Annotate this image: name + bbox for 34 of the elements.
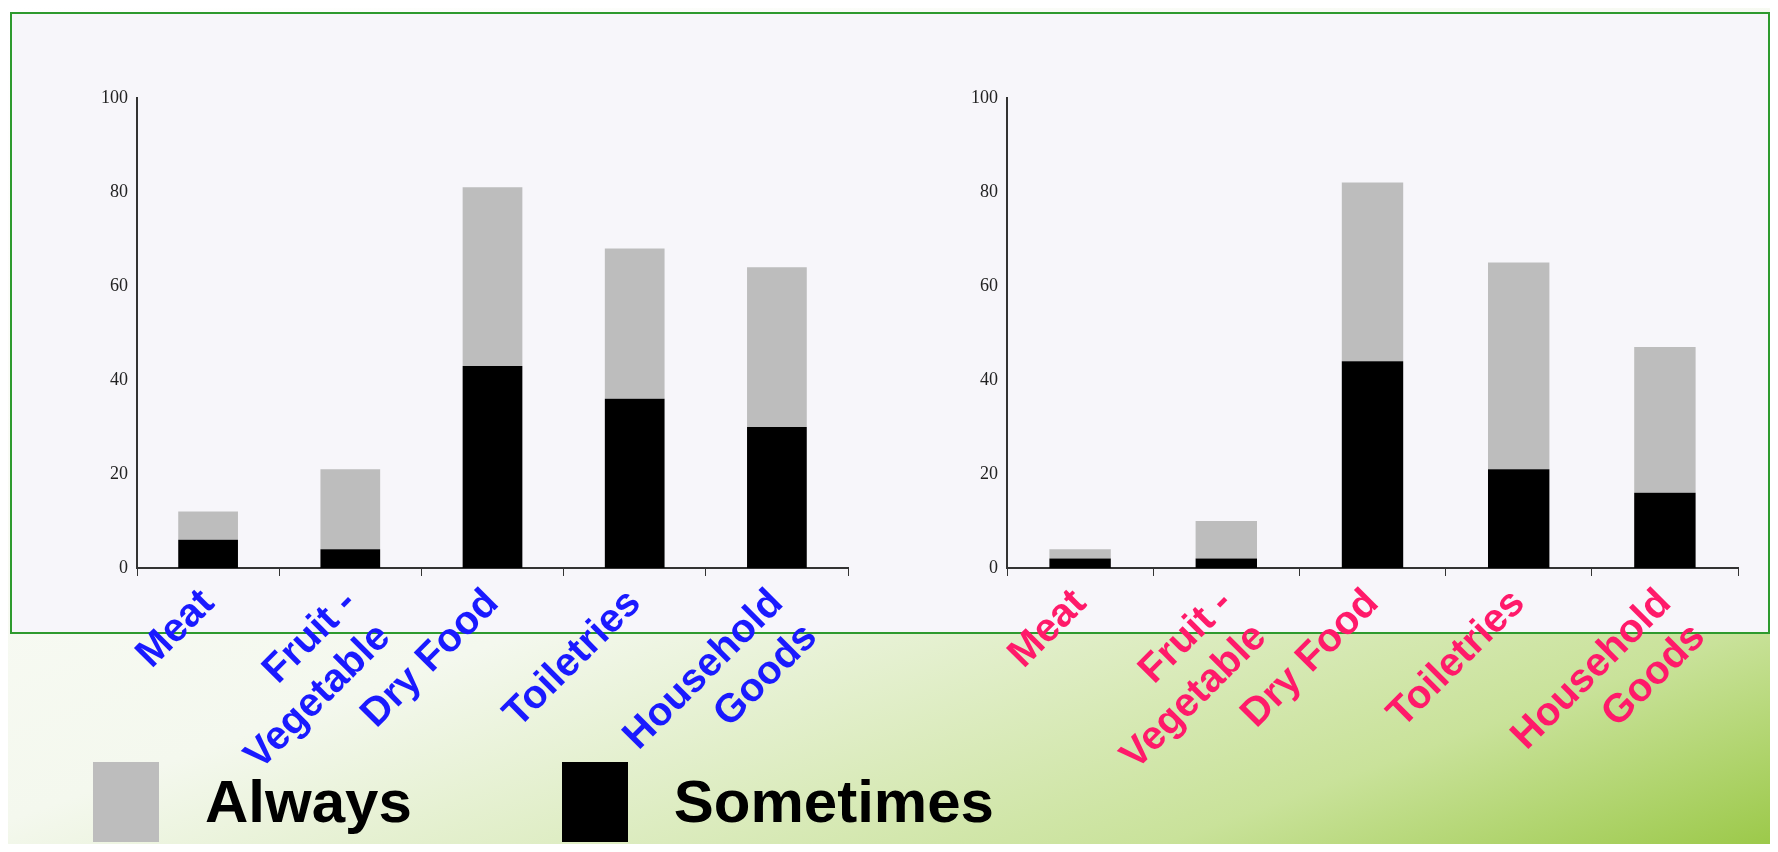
bar xyxy=(178,539,238,568)
bar xyxy=(1634,347,1696,493)
bar xyxy=(1634,492,1696,568)
bar xyxy=(1195,558,1257,568)
y-tick-label: 80 xyxy=(110,180,128,201)
bar xyxy=(462,365,523,568)
bar xyxy=(747,426,807,568)
y-tick-label: 80 xyxy=(980,180,998,201)
y-tick-label: 0 xyxy=(119,556,128,577)
bar xyxy=(1195,520,1257,559)
bar xyxy=(1049,558,1111,568)
bar xyxy=(604,248,665,399)
y-tick-label: 40 xyxy=(980,368,998,389)
bar xyxy=(1049,549,1111,559)
bar xyxy=(604,398,665,568)
y-tick-label: 60 xyxy=(980,274,998,295)
bar xyxy=(747,267,807,427)
bar xyxy=(1341,182,1404,362)
y-tick-label: 60 xyxy=(110,274,128,295)
legend-label: Sometimes xyxy=(673,767,994,837)
y-tick-label: 0 xyxy=(989,556,998,577)
bar xyxy=(1488,262,1550,470)
bar xyxy=(1341,361,1404,568)
bar xyxy=(320,549,381,568)
bar xyxy=(462,187,523,366)
bar xyxy=(1488,469,1550,568)
y-tick-label: 100 xyxy=(971,86,998,107)
y-tick-label: 20 xyxy=(110,462,128,483)
legend-label: Always xyxy=(205,767,412,837)
bar xyxy=(178,511,238,540)
y-tick-label: 100 xyxy=(101,86,128,107)
y-tick-label: 20 xyxy=(980,462,998,483)
bar xyxy=(320,469,381,550)
y-tick-label: 40 xyxy=(110,368,128,389)
